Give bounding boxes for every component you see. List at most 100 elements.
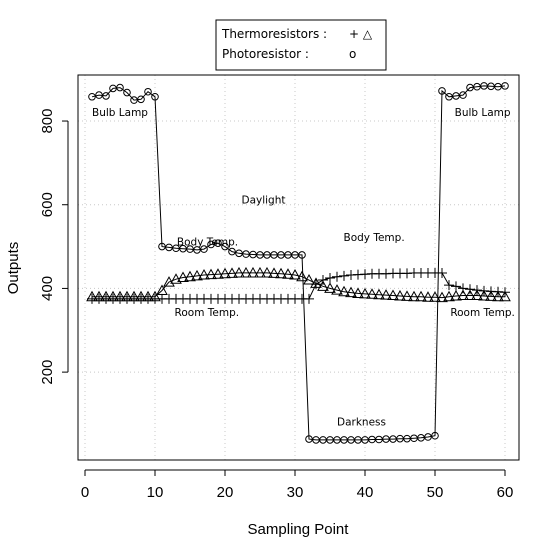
triangle-point: [128, 290, 140, 302]
triangle-point: [464, 289, 476, 301]
series-line: [91, 85, 506, 441]
circle-point: [221, 242, 229, 251]
triangle-point: [177, 271, 189, 283]
plus-point: [304, 293, 314, 304]
annotation-label: Bulb Lamp: [92, 107, 148, 119]
plot-series: [86, 82, 511, 444]
annotation-label: Room Temp.: [175, 307, 240, 319]
triangle-point: [450, 289, 462, 301]
triangle-point: [212, 268, 224, 279]
triangle-point: [184, 270, 196, 282]
circle-point: [144, 87, 152, 96]
circle-point: [116, 83, 124, 92]
triangle-point: [135, 290, 147, 302]
x-tick-label: 20: [217, 484, 234, 501]
triangle-point: [121, 290, 133, 302]
y-tick-label: 600: [39, 192, 56, 217]
triangle-point: [247, 266, 259, 278]
annotations: Bulb Lamp Bulb Lamp Daylight Body Temp. Body…: [92, 107, 515, 428]
triangle-point: [156, 284, 168, 296]
circle-point: [151, 92, 159, 101]
triangle-point: [191, 269, 203, 281]
circle-point: [431, 431, 439, 440]
triangle-point: [352, 287, 364, 298]
triangle-point: [499, 290, 511, 302]
triangle-point: [100, 290, 112, 302]
circle-point: [214, 239, 222, 248]
plus-point: [339, 270, 349, 281]
legend: Thermoresistors : + △ Photoresistor : o: [215, 19, 387, 71]
triangle-point: [226, 267, 238, 278]
triangle-point: [268, 267, 280, 278]
triangle-point: [366, 288, 378, 299]
triangle-point: [149, 290, 161, 302]
circle-point: [424, 433, 432, 441]
triangle-point: [387, 289, 399, 301]
triangle-point: [345, 286, 357, 298]
triangle-point: [359, 287, 371, 299]
triangle-point: [408, 290, 420, 302]
plus-point: [444, 280, 454, 291]
triangle-point: [436, 291, 448, 303]
triangle-point: [492, 290, 504, 302]
plus-point: [318, 275, 328, 286]
triangle-point: [240, 266, 252, 278]
triangle-point: [331, 284, 343, 295]
x-tick-label: 0: [81, 484, 89, 501]
triangle-point: [86, 290, 98, 302]
plot-frame: [77, 74, 520, 461]
circle-point: [298, 251, 306, 259]
annotation-label: Room Temp.: [450, 307, 515, 319]
series-triangle: [86, 266, 511, 303]
triangle-point: [401, 290, 413, 301]
triangle-point: [324, 282, 336, 293]
plus-point: [465, 284, 475, 295]
triangle-point: [93, 290, 105, 302]
triangle-point: [114, 290, 126, 302]
triangle-point: [142, 290, 154, 302]
legend-label: Photoresistor :: [222, 47, 309, 61]
circle-point: [207, 240, 215, 249]
triangle-point: [233, 266, 245, 278]
circle-point: [228, 247, 236, 256]
triangle-point: [471, 289, 483, 301]
x-tick-label: 30: [287, 484, 304, 501]
triangle-point: [443, 290, 455, 302]
legend-symbols: + △: [349, 27, 373, 41]
circle-point: [438, 87, 446, 95]
triangle-point: [317, 280, 329, 291]
triangle-point: [198, 269, 210, 280]
triangle-point: [429, 291, 441, 302]
annotation-label: Bulb Lamp: [455, 107, 511, 119]
y-tick-label: 200: [39, 360, 56, 385]
annotation-label: Body Temp.: [177, 236, 238, 248]
triangle-point: [170, 273, 182, 284]
x-axis-title: Sampling Point: [248, 521, 350, 538]
triangle-point: [282, 268, 294, 279]
annotation-label: Daylight: [241, 194, 285, 206]
circle-point: [200, 245, 208, 253]
legend-box: [215, 19, 387, 71]
triangle-point: [289, 269, 301, 280]
circle-point: [123, 88, 131, 97]
annotation-label: Body Temp.: [344, 232, 405, 244]
triangle-point: [254, 266, 266, 278]
triangle-point: [478, 289, 490, 301]
plus-point: [325, 272, 335, 283]
triangle-point: [422, 291, 434, 302]
circle-point: [102, 92, 110, 100]
circle-point: [137, 95, 145, 104]
circle-point: [459, 91, 467, 99]
triangle-point: [373, 288, 385, 300]
y-axis-title: Outputs: [5, 242, 22, 295]
triangle-point: [261, 266, 273, 278]
triangle-point: [310, 277, 322, 288]
y-tick-label: 800: [39, 109, 56, 134]
x-tick-label: 40: [357, 484, 374, 501]
triangle-point: [485, 290, 497, 301]
plus-point: [332, 271, 342, 282]
triangle-point: [107, 290, 119, 302]
legend-symbols: o: [349, 47, 356, 61]
triangle-point: [394, 289, 406, 301]
